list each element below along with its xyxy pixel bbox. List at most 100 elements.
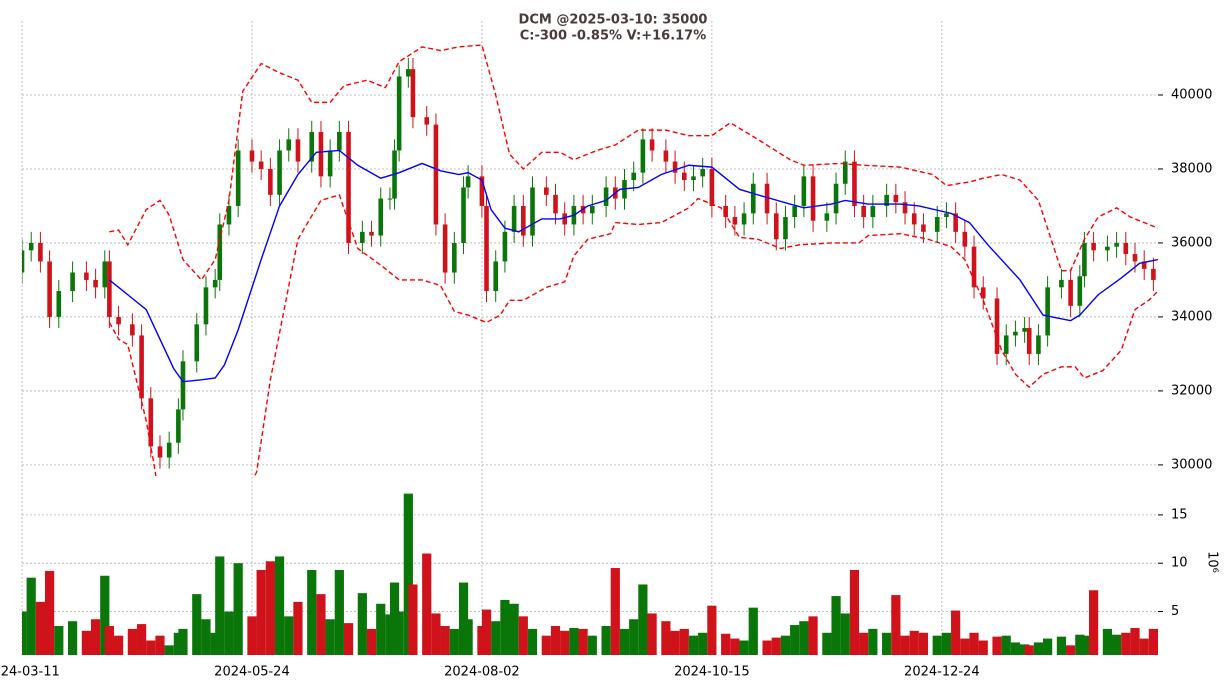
candle-body <box>921 224 926 232</box>
band-line <box>108 193 1158 476</box>
volume-bar <box>541 635 551 655</box>
y-tick-label: 36000 <box>1171 235 1212 250</box>
candle-body <box>1003 335 1009 354</box>
labels: DCM @2025-03-10: 35000 C:-300 -0.85% V:+… <box>0 13 1220 680</box>
volume-bar <box>1033 642 1044 655</box>
volume-bar <box>941 632 952 655</box>
candle-body <box>93 279 98 288</box>
volume-bar <box>224 611 234 655</box>
candle-body <box>764 183 770 214</box>
volume-bar <box>868 628 878 655</box>
volume-bar <box>90 619 101 655</box>
candle-body <box>502 231 508 262</box>
volume-bar <box>35 601 45 655</box>
volume-bar <box>201 619 211 655</box>
candle-body <box>861 205 866 218</box>
volume-bar <box>307 569 317 655</box>
candle-body <box>194 324 200 362</box>
volume-bar <box>619 628 630 655</box>
volume-bar <box>394 611 404 655</box>
y-tick-label: 32000 <box>1171 383 1212 398</box>
volume-bar <box>679 628 689 655</box>
candle-body <box>479 176 485 206</box>
candle-body <box>562 213 568 225</box>
volume-bar <box>431 613 441 655</box>
volume-bar <box>136 624 147 655</box>
candle-body <box>116 316 121 325</box>
volume-bar <box>509 603 519 655</box>
candle-body <box>810 176 816 221</box>
candle-body <box>700 168 705 177</box>
volume-bar <box>155 635 165 655</box>
volume-bar <box>831 596 841 655</box>
candle-body <box>870 205 876 218</box>
candle-body <box>902 202 908 214</box>
volume-bar <box>1010 642 1021 655</box>
candle-body <box>70 272 75 292</box>
chart-title: DCM @2025-03-10: 35000 <box>519 13 708 28</box>
volume-bar <box>491 621 501 655</box>
volume-bar <box>638 584 648 655</box>
candle-body <box>235 150 241 206</box>
candle-body <box>783 217 788 240</box>
candle-body <box>102 261 108 288</box>
candle-body <box>709 168 715 206</box>
candle-body <box>442 224 448 273</box>
candle-body <box>387 198 393 200</box>
volume-bar <box>578 628 588 655</box>
volume-bar <box>840 613 850 655</box>
candle-body <box>1114 242 1119 247</box>
candle-body <box>944 213 949 218</box>
candle-body <box>521 205 526 236</box>
volume-bar <box>247 616 257 655</box>
candle-body <box>226 205 232 225</box>
volume-bar <box>799 621 809 655</box>
volume-bar <box>104 626 114 655</box>
candle-body <box>1036 335 1041 354</box>
volume-bar <box>54 626 64 655</box>
volume-bar <box>629 619 639 655</box>
volume-bar <box>422 553 432 655</box>
volume-bar <box>661 621 671 655</box>
volume-bar <box>316 594 326 655</box>
volume-bar <box>440 626 450 655</box>
band-line <box>109 44 1158 282</box>
candle-body <box>493 261 499 292</box>
volume-bar <box>334 569 344 655</box>
volume-bar <box>748 607 758 655</box>
candle-body <box>971 246 977 288</box>
candle-body <box>360 231 365 243</box>
candle-body <box>176 409 181 443</box>
candle-body <box>1151 268 1156 280</box>
candle-body <box>842 161 848 184</box>
volume-bar <box>67 621 78 655</box>
candle-body <box>553 194 558 214</box>
candle-body <box>681 172 687 181</box>
candle-body <box>962 231 968 247</box>
candle-body <box>249 150 255 162</box>
volume-bar <box>918 632 929 655</box>
candle-body <box>801 176 807 206</box>
volume-bar <box>688 635 699 655</box>
volume-bar <box>670 630 680 655</box>
volume-bar <box>26 577 36 655</box>
volume-bar <box>192 594 202 655</box>
volume-bar <box>1089 590 1099 655</box>
volume-axis-label: 10⁶ <box>1205 551 1220 573</box>
volume-bar <box>822 632 832 655</box>
volume-bar <box>560 630 570 655</box>
volume-bar <box>960 638 970 655</box>
candle-body <box>148 398 154 447</box>
volume-bar <box>610 568 620 655</box>
volume-bar <box>1056 636 1067 655</box>
volume-bar <box>343 623 354 655</box>
candle-body <box>672 161 678 173</box>
candle-body <box>452 242 457 273</box>
volume-bar <box>900 635 910 655</box>
candle-body <box>852 161 857 206</box>
chart-subtitle: C:-300 -0.85% V:+16.17% <box>520 29 707 44</box>
candle-body <box>369 231 374 236</box>
candle-body <box>640 139 646 173</box>
candle-body <box>1077 276 1083 306</box>
